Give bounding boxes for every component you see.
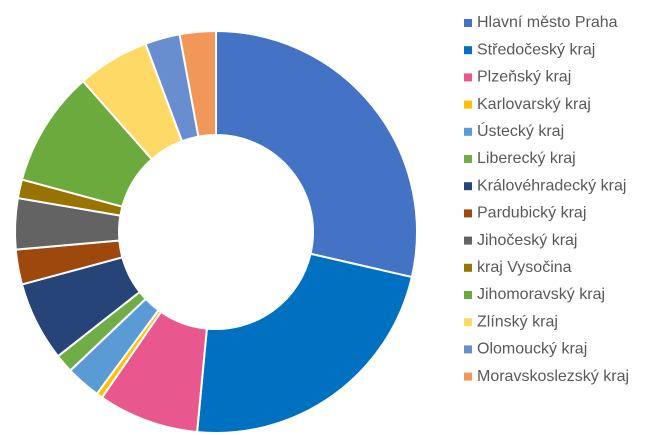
legend-swatch (464, 19, 472, 27)
legend-label: kraj Vysočina (477, 259, 572, 276)
legend-swatch (464, 236, 472, 245)
legend-label: Středočeský kraj (477, 41, 595, 58)
donut-slice (215, 29, 418, 279)
legend-swatch (464, 291, 472, 299)
legend-label: Královéhradecký kraj (477, 177, 626, 194)
legend-swatch (464, 209, 472, 218)
legend-label: Olomoucký kraj (477, 341, 587, 358)
legend-label: Zlínský kraj (477, 313, 558, 330)
legend-swatch (464, 127, 472, 136)
legend-label: Jihočeský kraj (477, 232, 577, 249)
legend-swatch (464, 263, 472, 272)
legend-label: Ústecký kraj (477, 121, 564, 140)
legend-label: Pardubický kraj (477, 205, 586, 222)
legend-label: Moravskoslezský kraj (477, 368, 629, 385)
legend-swatch (464, 345, 472, 354)
legend-swatch (464, 155, 472, 163)
legend-swatch (464, 318, 472, 327)
legend-label: Jihomoravský kraj (477, 286, 605, 303)
donut-slice (195, 252, 414, 434)
legend-swatch (464, 46, 472, 55)
donut-slice (178, 29, 217, 138)
legend-swatch (464, 372, 472, 381)
legend-swatch (464, 100, 472, 109)
legend-label: Plzeňský kraj (477, 69, 571, 86)
legend-swatch (464, 73, 472, 82)
legend-label: Hlavní město Praha (477, 14, 618, 31)
legend-label: Karlovarský kraj (477, 96, 591, 113)
legend-swatch (464, 182, 472, 191)
legend-label: Liberecký kraj (477, 150, 576, 167)
